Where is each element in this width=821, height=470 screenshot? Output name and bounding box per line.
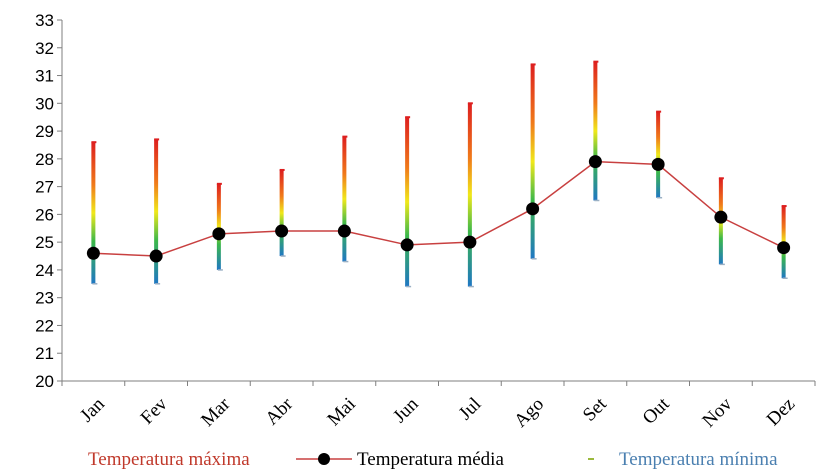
y-tick-label: 20 — [35, 372, 54, 391]
mean-point — [212, 227, 226, 241]
mean-point — [526, 202, 540, 216]
legend-max-label: Temperatura máxima — [88, 449, 250, 470]
range-bar — [279, 169, 284, 257]
range-bar — [530, 64, 535, 259]
x-tick-label: Jan — [76, 393, 109, 426]
y-tick-label: 22 — [35, 316, 54, 335]
x-tick-label: Nov — [698, 393, 736, 431]
legend-mean-label: Temperatura média — [357, 449, 504, 470]
x-tick-label: Ago — [510, 394, 548, 432]
mean-point — [651, 157, 665, 171]
y-tick-label: 26 — [35, 205, 54, 224]
mean-point — [275, 224, 289, 238]
y-tick-label: 27 — [35, 178, 54, 197]
x-tick-label: Jul — [455, 394, 486, 425]
range-bar — [342, 136, 347, 262]
y-tick-label: 25 — [35, 233, 54, 252]
x-tick-label: Dez — [763, 394, 799, 430]
legend-mean-marker — [318, 453, 330, 465]
y-tick-label: 24 — [35, 261, 54, 280]
mean-line — [93, 160, 784, 257]
y-tick-label: 33 — [35, 11, 54, 30]
y-tick-label: 28 — [35, 150, 54, 169]
x-tick-label: Jun — [389, 393, 423, 427]
x-tick-label: Abr — [261, 393, 297, 429]
mean-series — [86, 155, 791, 263]
range-bar — [405, 117, 410, 287]
mean-point — [588, 155, 602, 169]
mean-point — [777, 241, 791, 255]
axes: 20 21 22 23 24 25 26 27 28 29 30 31 32 33 Jan Fev Mar Abr… — [35, 11, 816, 432]
x-tick-label: Out — [639, 393, 675, 429]
mean-point — [400, 238, 414, 252]
y-tick-label: 29 — [35, 122, 54, 141]
legend: Temperatura máxima Temperatura média Tem… — [88, 449, 778, 470]
y-tick-label: 23 — [35, 289, 54, 308]
y-tick-label: 31 — [35, 67, 54, 86]
x-tick-label: Mar — [197, 393, 235, 431]
mean-point — [337, 224, 351, 238]
y-tick-label: 21 — [35, 344, 54, 363]
x-tick-label: Fev — [137, 393, 172, 428]
range-bar — [216, 183, 221, 270]
range-bar — [467, 103, 472, 287]
legend-min-label: Temperatura mínima — [619, 449, 778, 470]
mean-point — [149, 249, 163, 263]
range-bar — [593, 61, 598, 201]
y-tick-label: 30 — [35, 94, 54, 113]
range-bar — [656, 111, 661, 198]
mean-point — [86, 246, 100, 260]
range-bars — [91, 60, 788, 288]
mean-point — [714, 210, 728, 224]
range-bar — [91, 142, 96, 284]
range-bar — [154, 139, 159, 284]
x-tick-label: Set — [579, 393, 612, 426]
x-tick-label: Mai — [323, 394, 359, 430]
y-tick-label: 32 — [35, 39, 54, 58]
mean-point — [463, 235, 477, 249]
